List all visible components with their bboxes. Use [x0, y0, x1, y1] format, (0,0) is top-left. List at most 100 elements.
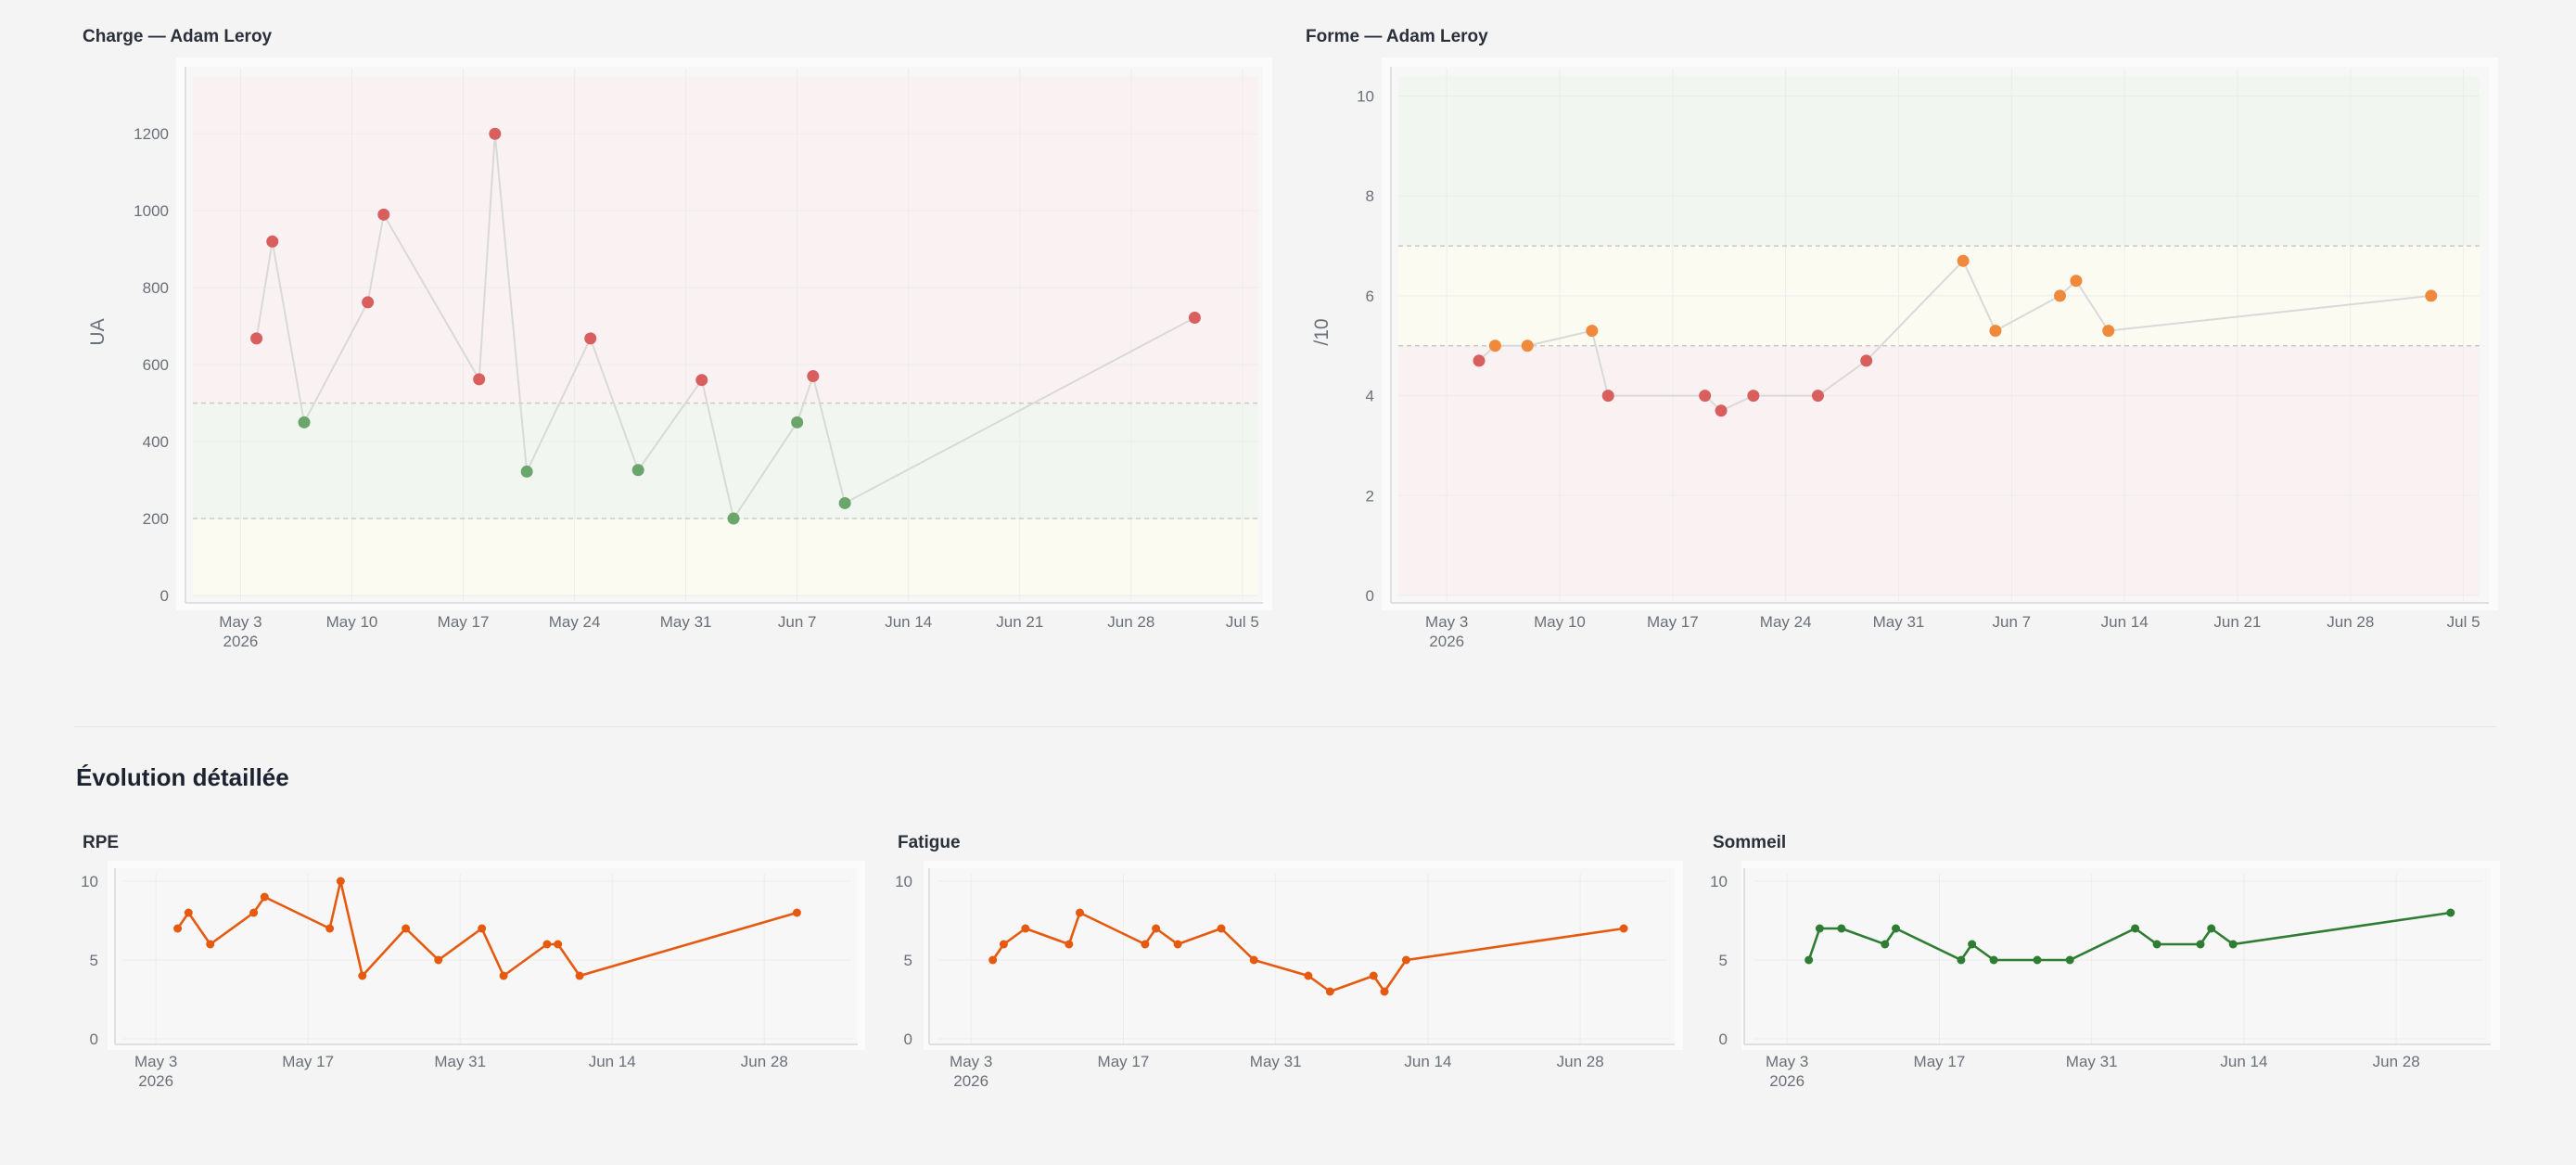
data-point: [1601, 390, 1614, 403]
data-point: [2228, 940, 2238, 949]
x-tick-label: Jun 28: [2373, 1053, 2420, 1070]
data-point: [2033, 955, 2042, 965]
y-tick-label: 1200: [134, 125, 169, 143]
data-point: [1837, 924, 1846, 933]
data-point: [260, 892, 269, 902]
y-tick-label: 0: [90, 1031, 98, 1048]
y-tick-label: 5: [904, 952, 912, 969]
data-point: [473, 373, 486, 386]
y-tick-label: 0: [1366, 587, 1374, 605]
section-divider: [74, 726, 2496, 727]
data-point: [402, 924, 411, 933]
series-line: [1807, 911, 2451, 962]
y-tick-label: 10: [1357, 88, 1374, 106]
plot-area: [929, 868, 1675, 1044]
plot-area: [115, 868, 858, 1044]
zone-band: [193, 403, 1258, 519]
x-tick-label: May 10: [1534, 613, 1586, 631]
data-point: [184, 908, 193, 917]
y-tick-label: 10: [895, 873, 912, 890]
data-point: [1065, 940, 1074, 949]
data-point: [1968, 940, 1977, 949]
data-point: [584, 332, 597, 345]
data-point: [1881, 940, 1890, 949]
data-point: [807, 370, 820, 383]
forme-chart-title: Forme — Adam Leroy: [1306, 27, 1488, 46]
x-tick-label: May 31: [434, 1053, 486, 1070]
series-connector-line: [255, 134, 1195, 521]
data-point: [1325, 987, 1334, 996]
data-point: [336, 877, 345, 886]
y-axis-label: /10: [1311, 318, 1333, 345]
data-point: [1380, 987, 1389, 996]
data-point: [173, 924, 183, 933]
x-tick-label: May 17: [1098, 1053, 1150, 1070]
y-tick-label: 10: [1710, 873, 1728, 890]
x-tick-label: Jun 28: [2327, 613, 2374, 631]
x-year-label: 2026: [223, 633, 259, 650]
data-point: [1304, 971, 1313, 980]
data-point: [792, 908, 801, 917]
data-point: [727, 512, 740, 525]
zone-band: [193, 518, 1258, 595]
x-tick-label: Jun 14: [2220, 1053, 2267, 1070]
section-title: Évolution détaillée: [76, 763, 289, 791]
data-point: [250, 332, 263, 345]
zone-band: [1398, 76, 2480, 247]
data-point: [2152, 940, 2162, 949]
x-tick-label: Jun 7: [1993, 613, 2032, 631]
x-tick-label: Jun 14: [2101, 613, 2149, 631]
y-tick-label: 200: [143, 510, 169, 528]
data-point: [1188, 312, 1201, 325]
x-tick-label: May 3: [1766, 1053, 1808, 1070]
y-tick-label: 0: [160, 587, 169, 605]
x-tick-label: May 17: [438, 613, 490, 631]
charge-chart-title: Charge — Adam Leroy: [83, 27, 273, 46]
data-point: [1860, 354, 1873, 367]
y-axis-label: UA: [87, 318, 108, 345]
x-tick-label: Jun 14: [1404, 1053, 1451, 1070]
y-tick-label: 2: [1366, 487, 1374, 505]
y-tick-label: 5: [1719, 952, 1728, 969]
data-point: [988, 955, 998, 965]
data-point: [554, 940, 563, 949]
y-tick-label: 6: [1366, 288, 1374, 305]
x-tick-label: May 24: [549, 613, 601, 631]
x-tick-label: May 17: [1914, 1053, 1966, 1070]
x-tick-label: May 3: [219, 613, 261, 631]
data-point: [1488, 339, 1501, 352]
data-point: [434, 955, 443, 965]
data-point: [2070, 275, 2083, 288]
data-point: [266, 235, 279, 248]
x-tick-label: Jun 28: [1557, 1053, 1604, 1070]
data-point: [1747, 390, 1760, 403]
x-tick-label: May 3: [1425, 613, 1468, 631]
x-tick-label: May 10: [326, 613, 378, 631]
data-point: [2425, 289, 2438, 302]
data-point: [2065, 955, 2074, 965]
y-tick-label: 0: [1719, 1031, 1728, 1048]
data-point: [1619, 924, 1628, 933]
x-year-label: 2026: [138, 1072, 173, 1090]
plot-area: [1744, 868, 2491, 1044]
y-tick-label: 800: [143, 279, 169, 297]
data-point: [1152, 924, 1161, 933]
x-tick-label: May 31: [2066, 1053, 2118, 1070]
zone-band: [1398, 345, 2480, 595]
x-tick-label: May 31: [1250, 1053, 1302, 1070]
data-point: [2446, 908, 2455, 917]
data-point: [575, 971, 584, 980]
x-tick-label: May 3: [134, 1053, 177, 1070]
x-tick-label: May 17: [282, 1053, 334, 1070]
data-point: [1473, 354, 1486, 367]
x-tick-label: May 24: [1760, 613, 1812, 631]
data-point: [377, 208, 390, 221]
data-point: [358, 971, 367, 980]
data-point: [1957, 254, 1970, 267]
data-point: [2131, 924, 2140, 933]
x-tick-label: Jun 28: [1107, 613, 1154, 631]
x-year-label: 2026: [953, 1072, 988, 1090]
data-point: [1076, 908, 1085, 917]
data-point: [542, 940, 552, 949]
